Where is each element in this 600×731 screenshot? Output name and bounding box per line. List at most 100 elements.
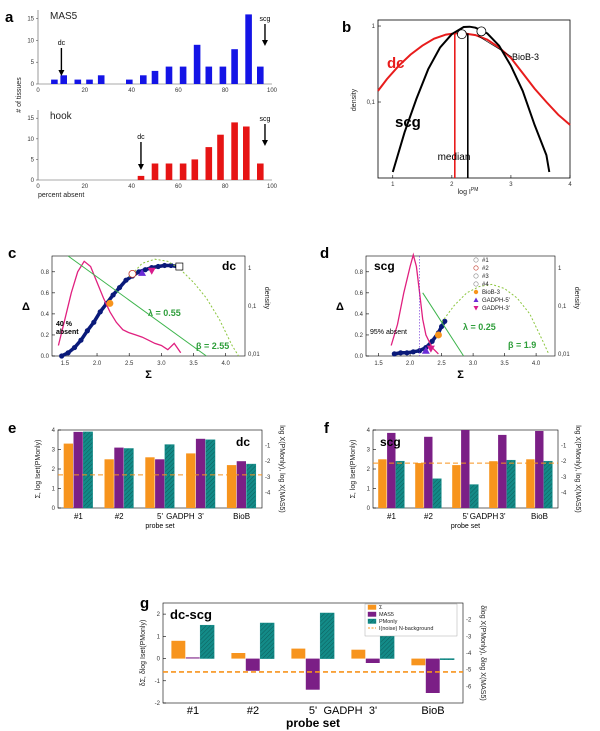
panel-letter-g: g (140, 595, 149, 612)
x-tick-label: 4 (568, 182, 572, 188)
bioB-marker (476, 26, 487, 37)
legend-entry: PMonly (379, 619, 398, 625)
y-tick-label: -1 (155, 679, 161, 685)
bar (137, 175, 145, 180)
y-tick-label: 5 (31, 157, 35, 163)
lambda-label: λ = 0.25 (463, 322, 496, 332)
bar (179, 66, 187, 84)
bar-Σ (104, 459, 114, 509)
x-tick-label: 3.5 (189, 361, 198, 367)
bar (205, 147, 213, 180)
legend-box (364, 603, 458, 637)
annotation-arrow-head (137, 164, 144, 170)
legend-entry: #4 (482, 282, 489, 288)
y-tick-label: 1 (157, 634, 161, 640)
y2-axis-label: log X(PMonly), log X(MAS5) (574, 425, 581, 513)
category-label: BioB (233, 512, 250, 521)
panel-title: dc (236, 435, 250, 449)
y2-axis-label: density (263, 287, 270, 310)
y-tick-label: 10 (27, 137, 34, 143)
x-tick-label: 3.0 (469, 361, 478, 367)
bar-MAS5 (305, 658, 320, 690)
panel-letter-d: d (320, 245, 329, 262)
bar-Σ (351, 649, 366, 659)
data-trace (394, 320, 447, 356)
bar (126, 79, 133, 84)
legend-marker (473, 306, 479, 311)
bar-PMonly (199, 624, 215, 659)
bar-PMonly (319, 612, 335, 659)
y-axis-label: δΣ, δlog Iset(PMonly) (140, 620, 147, 687)
bar-PMonly (439, 658, 455, 660)
series-line-lambda-line (422, 292, 465, 357)
bar-Σ (63, 443, 73, 508)
arrow-label: scg (260, 16, 271, 23)
bar (193, 44, 201, 84)
legend-scg: scg (395, 114, 421, 131)
y2-tick-label: 0,01 (248, 352, 260, 358)
bar-PMonly (123, 448, 134, 509)
y-axis-label: Σ, log Iset(PMonly) (35, 440, 42, 499)
x-tick-label: 100 (267, 88, 278, 94)
series-line-PM-density (390, 252, 439, 355)
x-tick-label: 2.5 (437, 361, 446, 367)
y-axis-label: Δ (22, 301, 30, 313)
bar-PMonly (379, 634, 395, 659)
y-tick-label: 15 (27, 17, 34, 23)
bar (217, 134, 224, 180)
category-label: #2 (247, 705, 259, 717)
y-tick-label: 0 (367, 506, 371, 512)
bar (231, 49, 238, 84)
bioB-label: BioB-3 (512, 52, 539, 62)
x-tick-label: 3.5 (500, 361, 509, 367)
category-caption: GADPH (166, 512, 195, 521)
x-tick-label: 3 (509, 182, 513, 188)
legend-marker (473, 281, 479, 287)
bar-Σ (489, 461, 498, 508)
category-label: 3' (500, 512, 506, 521)
y2-axis-label: density (573, 287, 580, 310)
bar-MAS5 (365, 658, 380, 663)
y-tick-label: 0.6 (41, 291, 50, 297)
x-axis-label: log IPM (458, 187, 479, 196)
bar-MAS5 (236, 461, 246, 508)
series-line-fit (441, 283, 550, 355)
bar-Σ (415, 463, 424, 508)
bar-MAS5 (114, 447, 124, 508)
bar (179, 163, 187, 180)
category-caption: GADPH (323, 705, 362, 717)
x-tick-label: 60 (175, 184, 182, 190)
y-tick-label: 0.8 (41, 270, 50, 276)
absent-label: 40 % (56, 321, 73, 328)
y2-tick-label: -1 (561, 444, 567, 450)
legend-swatch (367, 618, 377, 624)
category-label: #2 (424, 512, 433, 521)
panel-b: b 1 2 3 4 1 0,1 dc scg BioB-3 median density log IPM (342, 19, 572, 196)
x-axis-label: Σ (145, 369, 152, 381)
bar-Σ (291, 648, 306, 659)
bar-MAS5 (73, 431, 83, 508)
probe-marker (175, 262, 184, 271)
y2-tick-label: -2 (265, 459, 271, 465)
y-axis-label: density (351, 88, 358, 111)
bar-MAS5 (535, 431, 544, 508)
x-tick-label: 20 (81, 184, 88, 190)
probe-marker (421, 346, 430, 354)
y-tick-label: 4 (52, 428, 56, 434)
y-tick-label: 4 (367, 428, 371, 434)
bar-PMonly (164, 444, 175, 509)
x-tick-label: 40 (128, 88, 135, 94)
x-tick-label: 2.0 (406, 361, 415, 367)
series-line-lambda-line (67, 255, 207, 357)
bar (245, 14, 252, 84)
y2-tick-label: -3 (561, 475, 567, 481)
panel-c: c 1.5 2.0 2.5 3.0 3.5 4.0 0.0 0.2 0.4 0.6 0.8 1 0,1 0,… (8, 245, 270, 381)
y2-axis-label: δlog X(PMonly), δlog X(MAS5) (479, 605, 486, 700)
x-axis-label: probe set (286, 716, 340, 730)
x-tick-label: 20 (81, 88, 88, 94)
absent-label: absent (56, 329, 79, 336)
panel-title: dc (222, 259, 236, 273)
plot-frame (377, 19, 571, 179)
bar-Σ (411, 658, 426, 666)
bar-MAS5 (245, 658, 260, 671)
